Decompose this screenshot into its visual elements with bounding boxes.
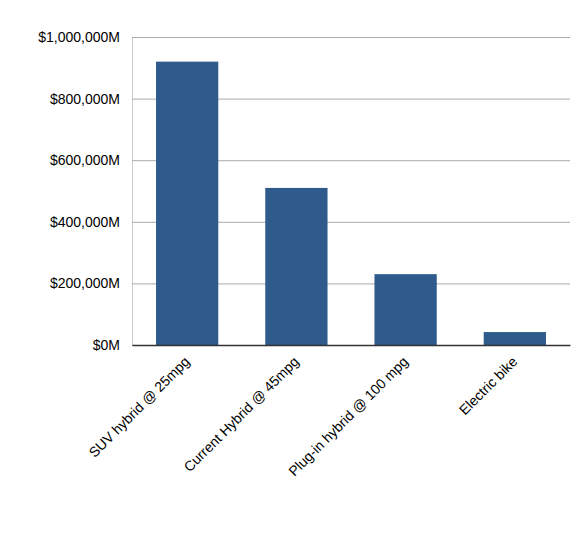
bars <box>156 62 546 345</box>
x-tick: SUV hybrid @ 25mpg <box>86 345 193 460</box>
x-tick-label: Electric bike <box>456 353 521 418</box>
x-tick: Plug-in hybrid @ 100 mpg <box>285 345 411 479</box>
x-axis: SUV hybrid @ 25mpgCurrent Hybrid @ 45mpg… <box>86 345 571 479</box>
x-axis-line <box>133 345 571 347</box>
x-tick: Electric bike <box>456 345 521 418</box>
y-axis-line <box>132 38 133 346</box>
y-tick: $800,000M <box>50 91 570 107</box>
x-tick-label: SUV hybrid @ 25mpg <box>86 353 193 460</box>
bar <box>374 274 436 345</box>
y-tick-label: $0M <box>93 337 120 353</box>
x-tick-label: Current Hybrid @ 45mpg <box>180 353 302 475</box>
bar <box>265 188 327 345</box>
y-tick-label: $200,000M <box>50 275 120 291</box>
y-tick: $600,000M <box>50 152 570 168</box>
x-tick-label: Plug-in hybrid @ 100 mpg <box>285 353 411 479</box>
x-tick: Current Hybrid @ 45mpg <box>180 345 302 475</box>
bar <box>484 332 546 345</box>
y-tick-label: $600,000M <box>50 152 120 168</box>
chart: $0M $200,000M $400,000M $600,000M $800,000M $… <box>0 0 580 555</box>
y-tick: $1,000,000M <box>38 29 570 45</box>
grid-line <box>132 37 570 38</box>
y-tick-label: $1,000,000M <box>38 29 120 45</box>
grid-line <box>132 345 570 346</box>
y-tick-label: $400,000M <box>50 214 120 230</box>
y-tick-label: $800,000M <box>50 91 120 107</box>
plot: $0M $200,000M $400,000M $600,000M $800,000M $… <box>38 29 570 479</box>
bar <box>156 62 218 345</box>
y-axis: $0M $200,000M $400,000M $600,000M $800,000M $… <box>38 29 570 353</box>
